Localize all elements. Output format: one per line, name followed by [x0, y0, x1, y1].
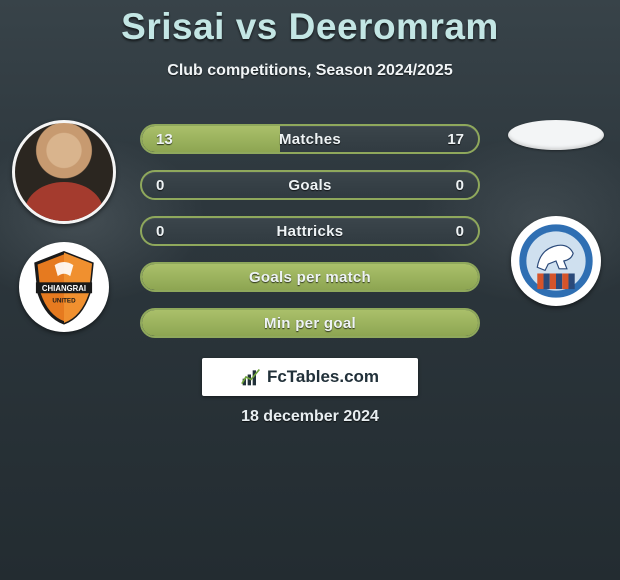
stat-label: Hattricks	[142, 218, 478, 244]
stat-row: 0Goals0	[140, 170, 480, 200]
stat-value-right: 0	[456, 218, 464, 244]
stat-label: Goals per match	[142, 264, 478, 290]
bar-chart-icon	[241, 367, 261, 387]
left-club-badge: CHIANGRAI UNITED	[19, 242, 109, 332]
stat-label: Matches	[142, 126, 478, 152]
right-player-column	[496, 120, 616, 306]
left-player-column: CHIANGRAI UNITED	[4, 120, 124, 332]
right-player-photo-placeholder	[508, 120, 604, 150]
svg-text:UNITED: UNITED	[52, 298, 76, 305]
subtitle: Club competitions, Season 2024/2025	[0, 62, 620, 80]
watermark-badge: FcTables.com	[202, 358, 418, 396]
page-title: Srisai vs Deeromram	[0, 0, 620, 48]
left-player-photo	[12, 120, 116, 224]
stat-row: 0Hattricks0	[140, 216, 480, 246]
stat-value-right: 17	[447, 126, 464, 152]
shield-icon: CHIANGRAI UNITED	[25, 248, 103, 326]
stat-rows: 13Matches170Goals00Hattricks0Goals per m…	[140, 124, 480, 338]
stat-label: Goals	[142, 172, 478, 198]
stat-row: 13Matches17	[140, 124, 480, 154]
stat-value-right: 0	[456, 172, 464, 198]
svg-text:CHIANGRAI: CHIANGRAI	[42, 284, 86, 293]
watermark-text: FcTables.com	[267, 367, 379, 387]
stat-row: Min per goal	[140, 308, 480, 338]
club-crest-icon	[517, 222, 595, 300]
right-club-badge	[511, 216, 601, 306]
stat-label: Min per goal	[142, 310, 478, 336]
date-label: 18 december 2024	[0, 408, 620, 426]
stat-row: Goals per match	[140, 262, 480, 292]
